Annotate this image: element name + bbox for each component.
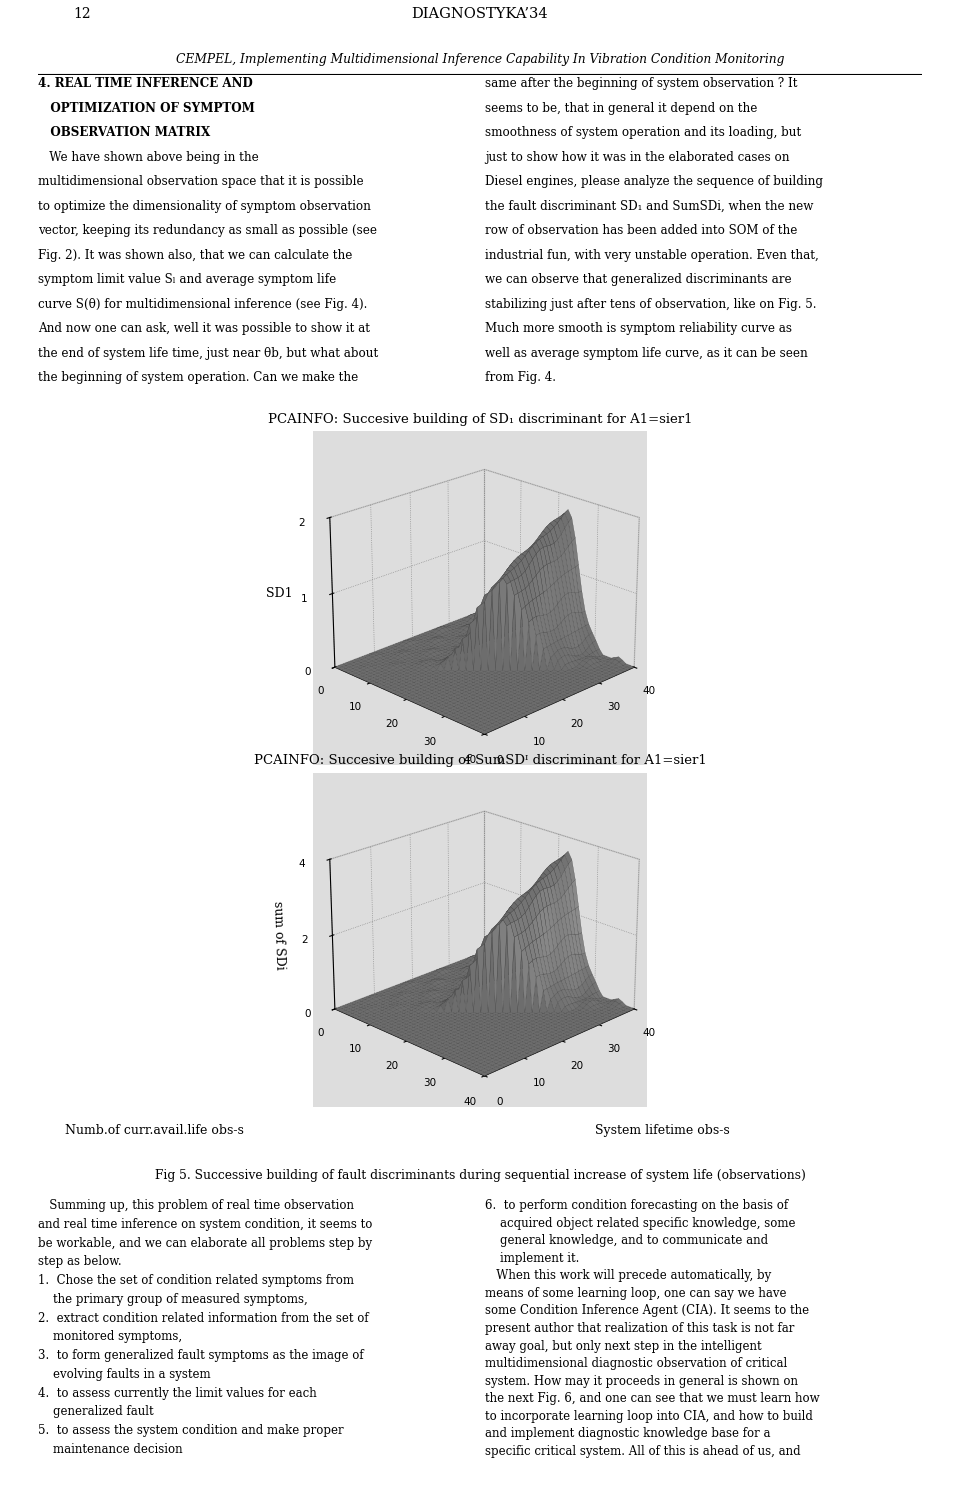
Text: We have shown above being in the: We have shown above being in the [38, 150, 259, 163]
Text: Fig. 2). It was shown also, that we can calculate the: Fig. 2). It was shown also, that we can … [38, 248, 352, 262]
Text: acquired object related specific knowledge, some: acquired object related specific knowled… [485, 1217, 795, 1230]
Text: 12: 12 [74, 7, 91, 21]
Text: multidimensional observation space that it is possible: multidimensional observation space that … [38, 175, 364, 189]
Text: the beginning of system operation. Can we make the: the beginning of system operation. Can w… [38, 372, 359, 385]
Text: seems to be, that in general it depend on the: seems to be, that in general it depend o… [485, 101, 757, 114]
Text: DIAGNOSTYKA’34: DIAGNOSTYKA’34 [412, 7, 548, 21]
Text: And now one can ask, well it was possible to show it at: And now one can ask, well it was possibl… [38, 322, 371, 336]
Text: generalized fault: generalized fault [38, 1406, 154, 1419]
Text: some Condition Inference Agent (CIA). It seems to the: some Condition Inference Agent (CIA). It… [485, 1305, 809, 1318]
Text: row of observation has been added into SOM of the: row of observation has been added into S… [485, 224, 797, 238]
Text: system. How may it proceeds in general is shown on: system. How may it proceeds in general i… [485, 1375, 798, 1388]
Text: OPTIMIZATION OF SYMPTOM: OPTIMIZATION OF SYMPTOM [38, 101, 255, 114]
Text: from Fig. 4.: from Fig. 4. [485, 372, 556, 385]
Text: present author that realization of this task is not far: present author that realization of this … [485, 1323, 794, 1334]
Text: means of some learning loop, one can say we have: means of some learning loop, one can say… [485, 1287, 786, 1300]
Text: and real time inference on system condition, it seems to: and real time inference on system condit… [38, 1219, 372, 1230]
Text: away goal, but only next step in the intelligent: away goal, but only next step in the int… [485, 1339, 761, 1352]
Text: 1.  Chose the set of condition related symptoms from: 1. Chose the set of condition related sy… [38, 1274, 354, 1287]
Text: the end of system life time, just near θb, but what about: the end of system life time, just near θ… [38, 346, 378, 360]
Text: we can observe that generalized discriminants are: we can observe that generalized discrimi… [485, 273, 791, 287]
Text: System lifetime obs-s: System lifetime obs-s [595, 1125, 730, 1137]
Text: be workable, and we can elaborate all problems step by: be workable, and we can elaborate all pr… [38, 1236, 372, 1250]
Text: just to show how it was in the elaborated cases on: just to show how it was in the elaborate… [485, 150, 789, 163]
Text: 2.  extract condition related information from the set of: 2. extract condition related information… [38, 1312, 369, 1324]
Text: 4.  to assess currently the limit values for each: 4. to assess currently the limit values … [38, 1386, 317, 1400]
Text: same after the beginning of system observation ? It: same after the beginning of system obser… [485, 77, 798, 91]
Text: step as below.: step as below. [38, 1256, 122, 1269]
Text: 5.  to assess the system condition and make proper: 5. to assess the system condition and ma… [38, 1424, 344, 1437]
Text: curve S(θ) for multidimensional inference (see Fig. 4).: curve S(θ) for multidimensional inferenc… [38, 297, 368, 311]
Text: multidimensional diagnostic observation of critical: multidimensional diagnostic observation … [485, 1357, 787, 1370]
Text: OBSERVATION MATRIX: OBSERVATION MATRIX [38, 126, 210, 140]
Text: CEMPEL, Implementing Multidimensional Inference Capability In Vibration Conditio: CEMPEL, Implementing Multidimensional In… [176, 53, 784, 65]
Text: the next Fig. 6, and one can see that we must learn how: the next Fig. 6, and one can see that we… [485, 1392, 820, 1406]
Text: monitored symptoms,: monitored symptoms, [38, 1330, 182, 1343]
Text: and implement diagnostic knowledge base for a: and implement diagnostic knowledge base … [485, 1427, 770, 1440]
Text: Much more smooth is symptom reliability curve as: Much more smooth is symptom reliability … [485, 322, 792, 336]
Text: stabilizing just after tens of observation, like on Fig. 5.: stabilizing just after tens of observati… [485, 297, 816, 311]
Text: well as average symptom life curve, as it can be seen: well as average symptom life curve, as i… [485, 346, 807, 360]
Text: Numb.of curr.avail.life obs-s: Numb.of curr.avail.life obs-s [65, 1125, 244, 1137]
Text: smoothness of system operation and its loading, but: smoothness of system operation and its l… [485, 126, 801, 140]
Text: implement it.: implement it. [485, 1251, 579, 1265]
Text: to incorporate learning loop into CIA, and how to build: to incorporate learning loop into CIA, a… [485, 1410, 813, 1422]
Text: maintenance decision: maintenance decision [38, 1443, 183, 1456]
Text: 3.  to form generalized fault symptoms as the image of: 3. to form generalized fault symptoms as… [38, 1349, 364, 1363]
Text: to optimize the dimensionality of symptom observation: to optimize the dimensionality of sympto… [38, 199, 372, 212]
Title: PCAINFO: Succesive building of SumSDᴵ discriminant for A1=sier1: PCAINFO: Succesive building of SumSDᴵ di… [253, 755, 707, 767]
Text: vector, keeping its redundancy as small as possible (see: vector, keeping its redundancy as small … [38, 224, 377, 238]
Title: PCAINFO: Succesive building of SD₁ discriminant for A1=sier1: PCAINFO: Succesive building of SD₁ discr… [268, 413, 692, 425]
Text: symptom limit value Sₗ and average symptom life: symptom limit value Sₗ and average sympt… [38, 273, 337, 287]
Text: the primary group of measured symptoms,: the primary group of measured symptoms, [38, 1293, 308, 1306]
Text: 6.  to perform condition forecasting on the basis of: 6. to perform condition forecasting on t… [485, 1199, 788, 1213]
Text: industrial fun, with very unstable operation. Even that,: industrial fun, with very unstable opera… [485, 248, 819, 262]
Text: the fault discriminant SD₁ and SumSDi, when the new: the fault discriminant SD₁ and SumSDi, w… [485, 199, 813, 212]
Text: Fig 5. Successive building of fault discriminants during sequential increase of : Fig 5. Successive building of fault disc… [155, 1169, 805, 1181]
Text: evolving faults in a system: evolving faults in a system [38, 1369, 211, 1380]
Text: specific critical system. All of this is ahead of us, and: specific critical system. All of this is… [485, 1444, 801, 1458]
Text: Diesel engines, please analyze the sequence of building: Diesel engines, please analyze the seque… [485, 175, 823, 189]
Text: Summing up, this problem of real time observation: Summing up, this problem of real time ob… [38, 1199, 354, 1213]
Text: general knowledge, and to communicate and: general knowledge, and to communicate an… [485, 1235, 768, 1247]
Text: When this work will precede automatically, by: When this work will precede automaticall… [485, 1269, 771, 1282]
Text: 4. REAL TIME INFERENCE AND: 4. REAL TIME INFERENCE AND [38, 77, 253, 91]
